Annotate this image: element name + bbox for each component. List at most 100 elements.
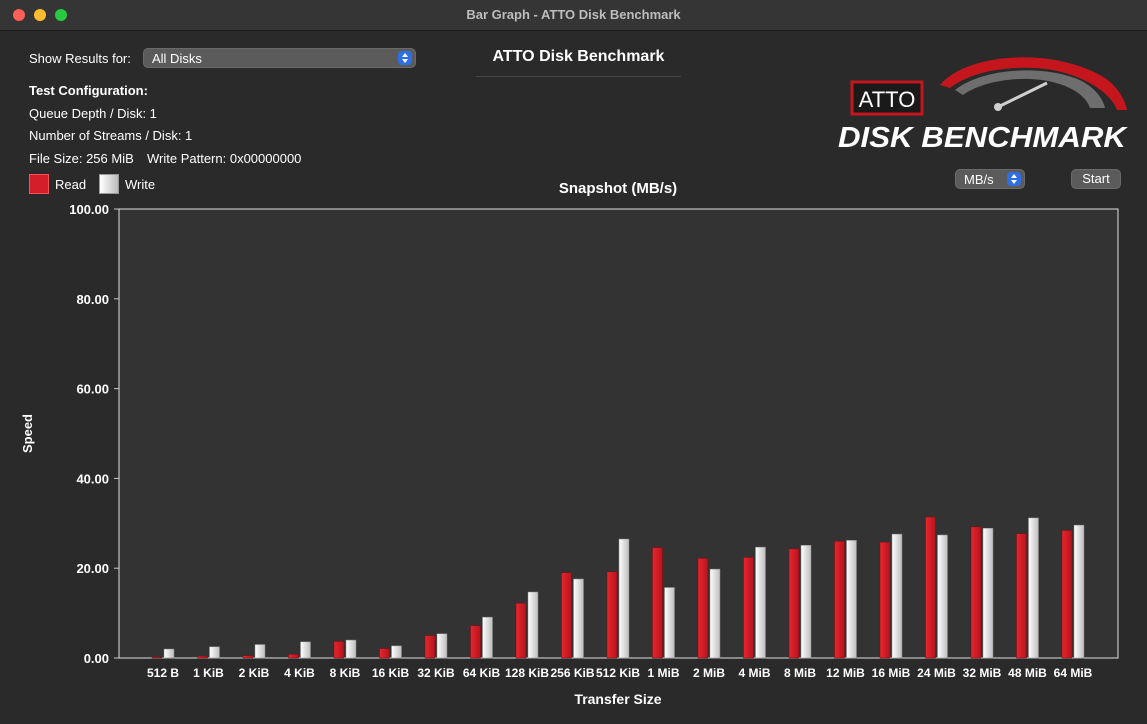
write-bar: [618, 538, 630, 659]
read-bar: [288, 654, 299, 659]
file-size-text: File Size: 256 MiB: [29, 151, 134, 166]
queue-depth-text: Queue Depth / Disk: 1: [29, 106, 157, 121]
chevron-updown-icon: [398, 51, 412, 65]
start-button[interactable]: Start: [1071, 169, 1121, 189]
x-tick-label: 128 KiB: [505, 666, 549, 680]
write-bar: [891, 533, 903, 659]
write-bar: [1028, 517, 1039, 659]
x-tick-label: 2 MiB: [693, 666, 725, 680]
write-bar: [482, 616, 493, 659]
x-tick-label: 8 MiB: [784, 666, 816, 680]
y-tick-label: 100.00: [69, 202, 109, 217]
write-bar: [209, 646, 220, 659]
read-legend-swatch: [29, 174, 49, 194]
write-bar: [345, 639, 357, 659]
minimize-window-button[interactable]: [34, 9, 46, 21]
x-tick-label: 512 B: [147, 666, 179, 680]
read-bar: [925, 516, 936, 659]
write-bar: [846, 540, 857, 659]
write-bar: [664, 587, 675, 659]
x-tick-label: 32 KiB: [417, 666, 455, 680]
read-bar: [333, 641, 345, 659]
write-pattern-text: Write Pattern: 0x00000000: [147, 151, 302, 166]
title-bar: Bar Graph - ATTO Disk Benchmark: [0, 0, 1147, 31]
x-tick-label: 256 KiB: [550, 666, 594, 680]
read-bar: [879, 541, 891, 659]
x-tick-label: 2 KiB: [239, 666, 270, 680]
read-bar: [515, 602, 527, 659]
read-bar: [242, 655, 254, 659]
write-bar: [436, 633, 448, 659]
y-axis-label: Speed: [20, 414, 35, 453]
read-bar: [697, 558, 709, 659]
read-bar: [743, 557, 754, 659]
write-bar: [254, 644, 266, 659]
read-bar: [834, 541, 845, 659]
zoom-window-button[interactable]: [55, 9, 67, 21]
read-bar: [1016, 533, 1027, 659]
read-bar: [652, 547, 663, 659]
close-window-button[interactable]: [13, 9, 25, 21]
x-tick-label: 1 MiB: [647, 666, 679, 680]
read-bar: [197, 655, 208, 659]
test-config-heading: Test Configuration:: [29, 83, 148, 98]
y-tick-label: 20.00: [76, 561, 109, 576]
read-bar: [788, 548, 800, 659]
write-bar: [755, 546, 766, 659]
chart-title: Snapshot (MB/s): [559, 180, 677, 197]
x-tick-label: 48 MiB: [1008, 666, 1047, 680]
write-legend-swatch: [99, 174, 119, 194]
write-bar: [163, 648, 175, 659]
page-title: ATTO Disk Benchmark: [476, 48, 681, 77]
read-bar: [606, 571, 618, 659]
show-results-label: Show Results for:: [29, 51, 131, 66]
atto-logo: ATTO DISK BENCHMARK: [838, 57, 1128, 154]
write-bar: [937, 534, 948, 659]
y-tick-label: 40.00: [76, 471, 109, 486]
write-bar: [527, 591, 539, 659]
disk-select[interactable]: All Disks: [143, 48, 416, 68]
read-bar: [379, 648, 390, 659]
bar-chart: Snapshot (MB/s) 0.00 20.00 40.00 60.00 80.00…: [20, 180, 1119, 707]
disk-benchmark-logo-text: DISK BENCHMARK: [838, 122, 1128, 154]
units-select[interactable]: MB/s: [955, 169, 1025, 189]
write-bar: [800, 545, 812, 659]
x-tick-label: 8 KiB: [330, 666, 361, 680]
read-bar: [561, 572, 572, 659]
x-tick-label: 1 KiB: [193, 666, 224, 680]
atto-logo-text: ATTO: [859, 87, 916, 112]
x-tick-label: 32 MiB: [963, 666, 1002, 680]
x-tick-label: 16 KiB: [372, 666, 410, 680]
x-tick-label: 64 KiB: [463, 666, 501, 680]
read-bar: [470, 625, 481, 659]
x-tick-label: 4 KiB: [284, 666, 315, 680]
read-bar: [424, 635, 436, 659]
chevron-updown-icon: [1007, 172, 1021, 186]
streams-text: Number of Streams / Disk: 1: [29, 128, 193, 143]
x-tick-label: 24 MiB: [917, 666, 956, 680]
x-tick-label: 16 MiB: [872, 666, 911, 680]
x-tick-label: 64 MiB: [1054, 666, 1093, 680]
write-bar: [391, 645, 402, 659]
window-title: Bar Graph - ATTO Disk Benchmark: [466, 7, 681, 22]
read-bar: [1061, 530, 1073, 659]
read-legend-label: Read: [55, 177, 87, 192]
x-tick-label: 4 MiB: [738, 666, 770, 680]
atto-logo-box: [850, 80, 924, 116]
write-legend-label: Write: [125, 177, 156, 192]
disk-select-value: All Disks: [152, 51, 202, 66]
read-bar: [151, 656, 163, 659]
write-bar: [300, 641, 311, 659]
y-tick-label: 60.00: [76, 382, 109, 397]
y-tick-label: 0.00: [84, 651, 109, 666]
write-bar: [709, 568, 721, 659]
y-tick-label: 80.00: [76, 292, 109, 307]
units-select-value: MB/s: [964, 172, 994, 187]
plot-area: [118, 208, 1119, 659]
write-bar: [1073, 524, 1085, 659]
write-bar: [573, 578, 584, 659]
read-bar: [970, 526, 982, 659]
x-tick-label: 12 MiB: [826, 666, 865, 680]
write-bar: [982, 527, 994, 659]
